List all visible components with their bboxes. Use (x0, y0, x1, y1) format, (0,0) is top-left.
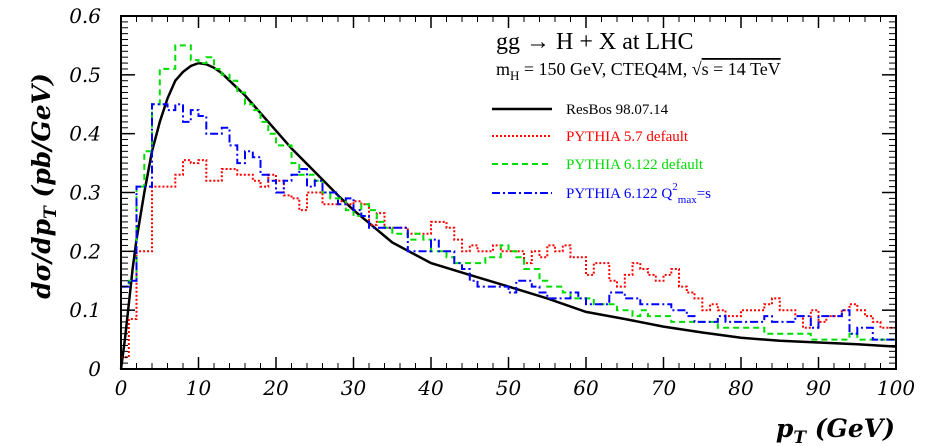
x-tick-label: 30 (341, 376, 367, 400)
x-tick-label: 80 (728, 376, 754, 400)
x-tick-label: 60 (573, 376, 599, 400)
legend-label-pythia6-default: PYTHIA 6.122 default (566, 157, 704, 173)
x-tick-label: 20 (262, 376, 289, 400)
series-resbos (119, 61, 897, 370)
series-layer (119, 44, 897, 370)
x-tick-label: 50 (496, 376, 522, 400)
legend: ResBos 98.07.14 PYTHIA 5.7 default PYTHI… (492, 102, 711, 206)
ticks-layer: 0 10 20 30 40 50 60 70 80 90 100 0 0.1 0.2 0.3 0.4 0.5 0.… (69, 4, 915, 400)
y-tick-label: 0.5 (69, 63, 101, 87)
y-tick-label: 0.4 (69, 122, 101, 146)
x-tick-label: 0 (115, 376, 128, 400)
series-pythia57 (121, 159, 896, 359)
y-tick-label: 0.1 (69, 298, 101, 322)
y-tick-label: 0.2 (69, 239, 101, 263)
x-tick-label: 100 (877, 376, 915, 400)
plot-frame (120, 15, 897, 370)
x-tick-label: 10 (186, 376, 212, 400)
x-axis-label: pT (GeV) (776, 414, 895, 446)
x-tick-label: 90 (806, 376, 832, 400)
legend-label-resbos: ResBos 98.07.14 (566, 102, 669, 118)
y-tick-label: 0.3 (69, 181, 101, 205)
x-tick-label: 70 (651, 376, 677, 400)
y-tick-label: 0.6 (69, 4, 101, 28)
legend-label-pythia57: PYTHIA 5.7 default (566, 129, 689, 145)
y-axis-label: dσ/dpT (pb/GeV) (27, 73, 61, 299)
chart-subtitle: mH = 150 GeV, CTEQ4M, √s = 14 TeV (496, 59, 781, 83)
chart-title: gg → H + X at LHC (496, 29, 694, 55)
x-tick-label: 40 (417, 376, 444, 400)
y-tick-label: 0 (88, 357, 101, 381)
legend-label-pythia6-qmax: PYTHIA 6.122 Q2max=s (566, 181, 711, 206)
